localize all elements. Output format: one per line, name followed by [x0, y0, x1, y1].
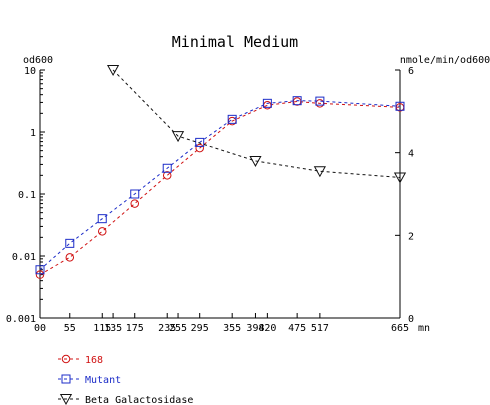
x-tick-label: 517 — [311, 323, 329, 334]
x-tick-label: 00 — [34, 323, 46, 334]
y-left-tick-label: 0.1 — [18, 190, 36, 201]
series-168 — [35, 97, 405, 279]
data-point — [130, 199, 139, 208]
data-point — [35, 265, 45, 275]
data-point — [35, 270, 45, 279]
x-tick-label: 355 — [223, 323, 241, 334]
x-tick-label: 175 — [126, 323, 144, 334]
data-point — [249, 155, 262, 167]
x-tick-label: 420 — [258, 323, 276, 334]
data-point — [292, 96, 302, 106]
y-left-label: od600 — [23, 55, 53, 66]
chart-title: Minimal Medium — [172, 33, 298, 51]
series-line — [39, 101, 401, 276]
data-point — [262, 98, 272, 108]
data-point — [263, 101, 272, 110]
data-point — [393, 172, 407, 184]
series-layer — [35, 65, 407, 279]
data-point — [106, 65, 120, 77]
y-right-tick-label: 4 — [408, 149, 414, 160]
legend-marker — [59, 394, 73, 405]
y-left-tick-label: 0.001 — [6, 314, 36, 325]
data-point — [227, 114, 237, 124]
y-left-tick-label: 10 — [24, 66, 36, 77]
x-tick-label: 665 — [391, 323, 409, 334]
legend-item: Beta Galactosidase — [58, 394, 193, 405]
data-point — [171, 131, 185, 143]
legend-label: 168 — [85, 355, 103, 366]
y-left-tick-label: 0.01 — [12, 252, 36, 263]
legend: 168 Mutant Beta Galactosidase — [58, 354, 193, 405]
legend-marker — [61, 374, 71, 384]
series-mutant — [35, 96, 405, 275]
y-right-label: nmole/min/od600 — [400, 55, 490, 66]
y-right-tick-label: 6 — [408, 66, 414, 77]
data-point — [195, 137, 205, 147]
x-tick-label: 115 — [93, 323, 111, 334]
x-tick-label: 255 — [169, 323, 187, 334]
x-tick-label: 55 — [64, 323, 76, 334]
legend-label: Beta Galactosidase — [85, 395, 193, 405]
x-tick-label: 475 — [288, 323, 306, 334]
legend-label: Mutant — [85, 375, 121, 386]
data-point — [313, 166, 326, 178]
data-point — [98, 227, 107, 236]
y-right-tick-label: 2 — [408, 231, 414, 242]
series-beta-galactosidase — [106, 65, 407, 184]
y-left-tick-label: 1 — [30, 128, 36, 139]
data-point — [97, 214, 107, 224]
legend-item: Mutant — [58, 374, 121, 386]
data-point — [130, 189, 140, 199]
data-point — [195, 143, 204, 153]
data-point — [162, 163, 172, 173]
legend-marker — [61, 354, 71, 364]
data-point — [65, 238, 75, 248]
data-point — [65, 253, 75, 262]
x-tick-label: 295 — [191, 323, 209, 334]
x-tick-label: 398 — [246, 323, 264, 334]
series-line — [112, 69, 401, 178]
x-tick-label: 235 — [158, 323, 176, 334]
data-point — [162, 171, 172, 180]
x-unit-label: mn — [418, 323, 430, 334]
series-line — [39, 100, 401, 271]
x-tick-label: 135 — [104, 323, 122, 334]
data-point — [315, 96, 325, 106]
data-point — [395, 101, 405, 111]
y-right-tick-label: 0 — [408, 314, 414, 325]
legend-item: 168 — [58, 354, 103, 366]
